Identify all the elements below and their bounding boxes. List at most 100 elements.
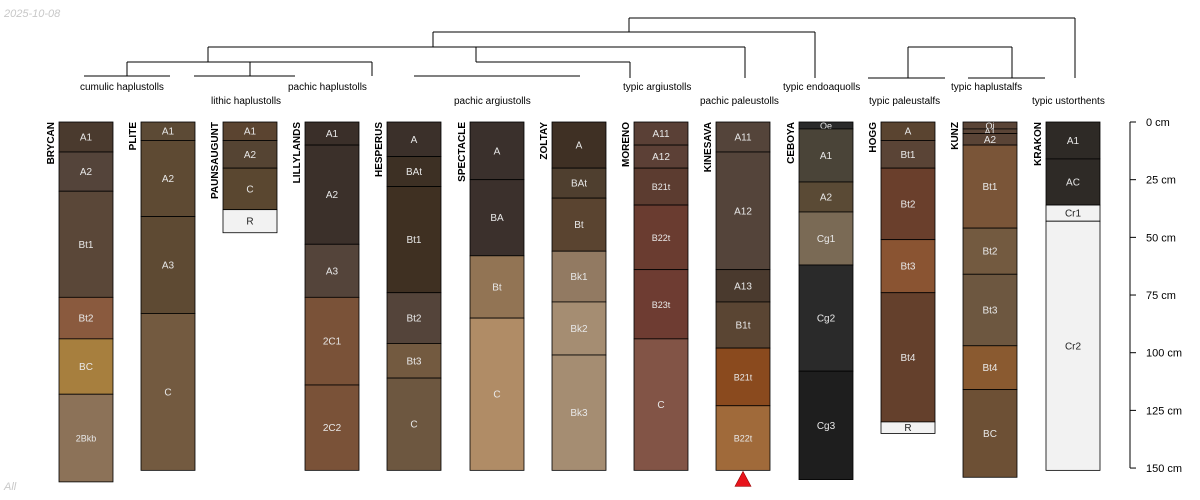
- horizon: [962, 227, 1018, 275]
- profile-name: CEBOYA: [786, 122, 797, 164]
- profile-name: MORENO: [621, 122, 632, 167]
- horizon-label: Bt2: [900, 199, 915, 210]
- horizon: [386, 343, 442, 379]
- depth-tick-label: 25 cm: [1146, 175, 1176, 187]
- horizon: [798, 211, 854, 266]
- profile-name: HESPERUS: [374, 122, 385, 177]
- horizon-label: A2: [820, 192, 833, 203]
- horizon: [222, 140, 278, 169]
- horizon: [58, 393, 114, 483]
- horizon-label: Cg1: [817, 234, 836, 245]
- dendrogram: [84, 17, 1076, 79]
- horizon-label: A: [576, 141, 583, 152]
- horizon: [58, 121, 114, 153]
- horizon: [880, 239, 936, 294]
- horizon-label: Bt3: [982, 306, 997, 317]
- horizon: [633, 338, 689, 471]
- horizon-label: Bt3: [900, 262, 915, 273]
- profile-name: SPECTACLE: [457, 122, 468, 182]
- horizon-label: A11: [652, 129, 669, 140]
- horizon-label: BA: [490, 213, 504, 224]
- horizon: [386, 377, 442, 471]
- profile-name: HOGG: [868, 122, 879, 153]
- horizon-label: A2: [244, 150, 257, 161]
- horizon-label: A3: [326, 266, 339, 277]
- depth-tick-label: 150 cm: [1146, 463, 1182, 475]
- horizon: [633, 269, 689, 340]
- horizon-label: B23t: [652, 300, 671, 310]
- depth-tick-label: 0 cm: [1146, 117, 1170, 129]
- horizon-label: Bt1: [406, 235, 421, 246]
- profile-ceboya: Oe A1 A2 Cg1 Cg2 Cg3 CEBOYA: [786, 121, 854, 480]
- horizon-label: BC: [79, 362, 93, 373]
- horizon: [140, 140, 196, 217]
- profile-name: KUNZ: [950, 122, 961, 150]
- horizon-label: A1: [984, 127, 995, 137]
- horizon-label: 2C1: [323, 337, 342, 348]
- horizon-label: Bt1: [78, 240, 93, 251]
- profile-spectacle: A BA Bt C SPECTACLE: [457, 121, 525, 471]
- horizon: [469, 179, 525, 257]
- depth-tick-label: 125 cm: [1146, 405, 1182, 417]
- classification-label: typic ustorthents: [1032, 96, 1105, 107]
- horizon-label: A3: [162, 261, 175, 272]
- corner-label: All: [4, 481, 17, 493]
- profile-name: BRYCAN: [46, 122, 57, 164]
- horizon: [962, 144, 1018, 229]
- profile-kinesava: A11 A12 A13 B1t B21t B22t KINESAVA: [703, 121, 771, 487]
- horizon: [551, 250, 607, 303]
- horizon: [715, 405, 771, 471]
- classification-label: typic endoaquolls: [783, 82, 860, 93]
- horizon-label: C: [493, 390, 500, 401]
- horizon-label: Bk2: [570, 324, 588, 335]
- horizon: [469, 121, 525, 181]
- horizon-label: BAt: [571, 179, 587, 190]
- horizon: [715, 121, 771, 153]
- horizon-label: 2C2: [323, 423, 342, 434]
- classification-label: cumulic haplustolls: [80, 82, 164, 93]
- horizon-label: A1: [326, 129, 339, 140]
- horizon: [962, 389, 1018, 478]
- horizon: [140, 216, 196, 314]
- horizon: [715, 269, 771, 303]
- classification-label: typic paleustalfs: [869, 96, 940, 107]
- horizon: [551, 121, 607, 169]
- horizon: [798, 370, 854, 480]
- horizon-label: A: [905, 127, 912, 138]
- horizon-label: A1: [820, 151, 833, 162]
- horizon-label: A2: [162, 174, 175, 185]
- horizon: [715, 151, 771, 271]
- horizon-label: C: [164, 387, 171, 398]
- profile-plite: A1 A2 A3 C PLITE: [128, 121, 196, 471]
- horizon-label: Bt4: [982, 363, 997, 374]
- classification-label: lithic haplustolls: [211, 96, 281, 107]
- horizon: [798, 181, 854, 213]
- horizon: [140, 313, 196, 471]
- horizon: [715, 301, 771, 349]
- horizon: [304, 243, 360, 298]
- profile-name: ZOLTAY: [539, 122, 550, 160]
- horizon: [1045, 220, 1101, 471]
- profile-name: KINESAVA: [703, 122, 714, 172]
- horizon-label: R: [246, 217, 253, 228]
- horizon: [222, 167, 278, 211]
- horizon-label: Oe: [820, 121, 832, 131]
- horizon-label: A: [411, 135, 418, 146]
- profile-hogg: A Bt1 Bt2 Bt3 Bt4 R HOGG: [868, 121, 936, 434]
- classification-label: pachic paleustolls: [700, 96, 779, 107]
- horizon: [551, 354, 607, 471]
- profile-name: KRAKON: [1033, 122, 1044, 166]
- horizon-label: Bt1: [982, 182, 997, 193]
- horizon-label: AC: [1066, 177, 1080, 188]
- horizon: [633, 204, 689, 271]
- horizon-label: C: [657, 400, 664, 411]
- horizon-label: Bt2: [406, 314, 421, 325]
- horizon: [222, 209, 278, 234]
- horizon: [1045, 121, 1101, 160]
- profile-krakon: A1 AC Cr1 Cr2 KRAKON: [1033, 121, 1101, 471]
- horizon-label: Cr2: [1065, 341, 1082, 352]
- horizon-label: A1: [244, 127, 257, 138]
- horizon-label: Bt3: [406, 356, 421, 367]
